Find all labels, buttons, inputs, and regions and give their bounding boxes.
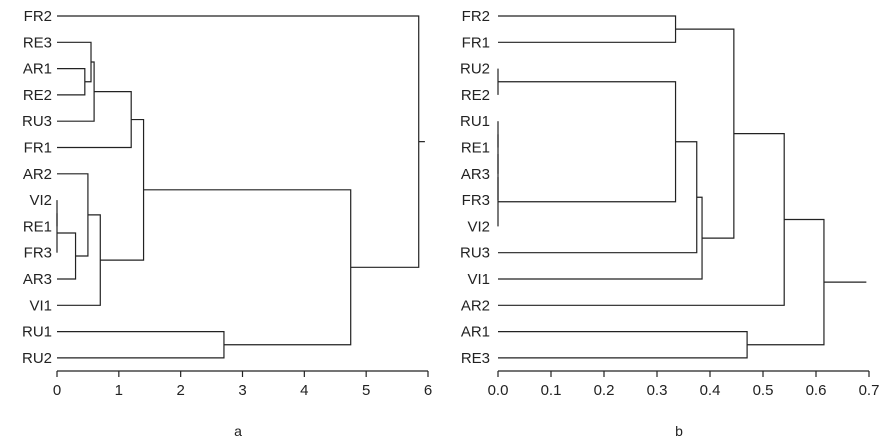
x-tick-label-1: 1 bbox=[115, 382, 123, 399]
leaf-label-ru2: RU2 bbox=[460, 61, 490, 78]
merge-link-12 bbox=[143, 189, 352, 346]
merge-link-10 bbox=[675, 28, 735, 239]
x-tick-label-3: 3 bbox=[238, 382, 246, 399]
leaf-label-fr3: FR3 bbox=[24, 245, 52, 262]
leaf-label-ru1: RU1 bbox=[22, 324, 52, 341]
leaf-label-ar2: AR2 bbox=[461, 297, 490, 314]
merge-link-9 bbox=[498, 15, 677, 43]
leaf-label-ru1: RU1 bbox=[460, 113, 490, 130]
x-tick-label-5: 5 bbox=[362, 382, 370, 399]
leaf-label-re1: RE1 bbox=[23, 218, 52, 235]
leaf-label-vi1: VI1 bbox=[29, 297, 52, 314]
leaf-label-fr2: FR2 bbox=[24, 8, 52, 25]
x-tick-label-2: 0.2 bbox=[594, 382, 615, 399]
merge-link-4 bbox=[57, 41, 92, 83]
leaf-label-re3: RE3 bbox=[23, 34, 52, 51]
leaf-label-ru2: RU2 bbox=[22, 350, 52, 367]
x-tick-label-4: 0.4 bbox=[700, 382, 721, 399]
x-tick-label-0: 0.0 bbox=[488, 382, 509, 399]
merge-link-13 bbox=[747, 218, 825, 346]
panel-caption: b bbox=[675, 423, 683, 439]
leaf-label-vi2: VI2 bbox=[467, 218, 490, 235]
dendrogram-panel-a: FR2 RE3 AR1 RE2 RU3 FR1 AR2 VI2 RE1 FR3 AR3 VI1 RU1 R… bbox=[22, 8, 432, 439]
merge-link-3 bbox=[57, 68, 86, 96]
x-tick-label-6: 6 bbox=[424, 382, 432, 399]
leaf-label-vi1: VI1 bbox=[467, 271, 490, 288]
leaf-label-ru3: RU3 bbox=[460, 245, 490, 262]
leaf-label-fr3: FR3 bbox=[462, 192, 490, 209]
merge-link-6 bbox=[57, 232, 77, 280]
x-tick-label-0: 0 bbox=[53, 382, 61, 399]
x-tick-label-6: 0.6 bbox=[806, 382, 827, 399]
leaf-label-vi2: VI2 bbox=[29, 192, 52, 209]
x-tick-label-5: 0.5 bbox=[753, 382, 774, 399]
leaf-label-fr2: FR2 bbox=[462, 8, 490, 25]
merge-link-13 bbox=[57, 15, 420, 268]
x-tick-label-7: 0.7 bbox=[859, 382, 880, 399]
leaf-label-fr1: FR1 bbox=[462, 34, 490, 51]
leaf-label-ar1: AR1 bbox=[461, 324, 490, 341]
leaf-label-ar2: AR2 bbox=[23, 166, 52, 183]
merge-link-12 bbox=[498, 331, 748, 359]
leaf-label-re2: RE2 bbox=[461, 87, 490, 104]
merge-link-8 bbox=[498, 196, 703, 280]
merge-link-10 bbox=[100, 118, 145, 261]
leaf-label-fr1: FR1 bbox=[24, 140, 52, 157]
merge-link-11 bbox=[57, 331, 225, 359]
panel-caption: a bbox=[234, 423, 242, 439]
leaf-label-re2: RE2 bbox=[23, 87, 52, 104]
merge-link-5 bbox=[57, 61, 95, 122]
merge-link-7 bbox=[498, 141, 698, 254]
x-tick-label-4: 4 bbox=[300, 382, 308, 399]
merge-link-6 bbox=[498, 81, 677, 203]
x-tick-label-2: 2 bbox=[176, 382, 184, 399]
x-tick-label-1: 0.1 bbox=[541, 382, 562, 399]
dendrogram-panel-b: FR2 FR1 RU2 RE2 RU1 RE1 AR3 FR3 VI2 RU3 VI1 AR2 AR1 R… bbox=[460, 8, 879, 439]
leaf-label-ar3: AR3 bbox=[461, 166, 490, 183]
merge-link-7 bbox=[57, 173, 89, 257]
leaf-label-ar3: AR3 bbox=[23, 271, 52, 288]
leaf-label-ru3: RU3 bbox=[22, 113, 52, 130]
leaf-label-re1: RE1 bbox=[461, 140, 490, 157]
merge-link-8 bbox=[57, 214, 101, 306]
leaf-label-re3: RE3 bbox=[461, 350, 490, 367]
leaf-label-ar1: AR1 bbox=[23, 61, 52, 78]
x-tick-label-3: 0.3 bbox=[647, 382, 668, 399]
